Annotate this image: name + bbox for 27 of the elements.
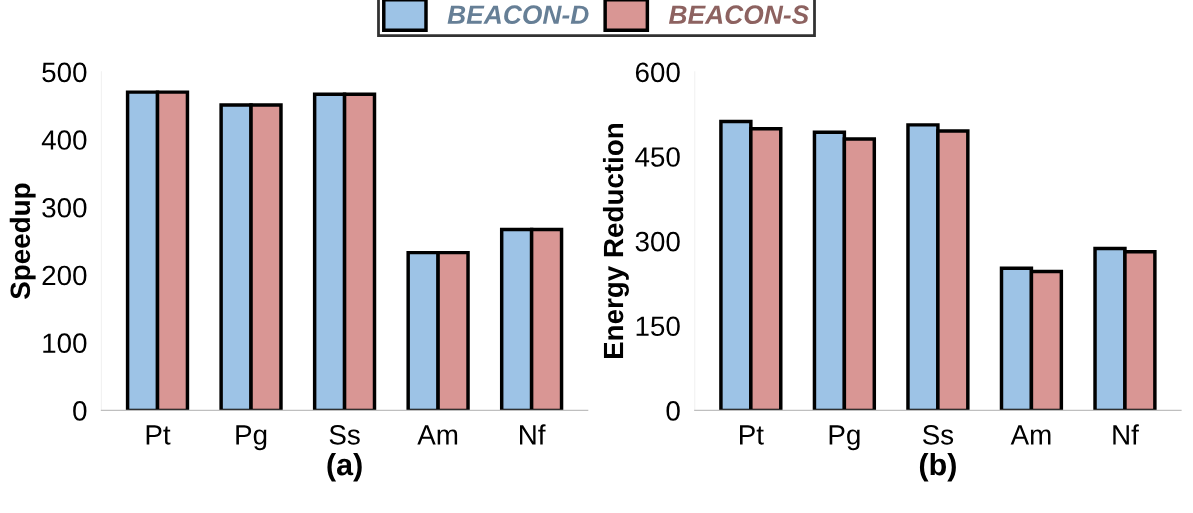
x-tick-label: Ss — [329, 425, 360, 445]
y-tick-label: 150 — [636, 316, 680, 337]
y-axis-title: Energy Reduction — [602, 123, 629, 359]
y-tick-label: 300 — [42, 197, 87, 218]
x-axis-title: (a) — [327, 452, 362, 482]
y-tick-label: 500 — [42, 62, 87, 83]
y-tick-label: 200 — [42, 265, 87, 286]
x-tick-label: Nf — [520, 424, 546, 445]
y-axis-title: Speedup — [9, 183, 36, 299]
x-tick-label: Nf — [1113, 424, 1139, 445]
x-axis-title: (b) — [919, 452, 956, 482]
y-tick-label: 0 — [73, 401, 87, 421]
legend-label: BEACON-S — [668, 5, 809, 25]
y-tick-label: 400 — [41, 130, 87, 150]
x-tick-label: Pg — [236, 425, 267, 451]
x-tick-label: Pt — [146, 425, 171, 445]
y-tick-label: 0 — [666, 401, 680, 421]
y-tick-label: 450 — [635, 147, 680, 167]
legend-label: BEACON-D — [447, 5, 589, 25]
x-tick-label: Pt — [740, 425, 764, 445]
x-tick-label: Pg — [829, 425, 860, 451]
x-tick-label: Am — [1010, 425, 1051, 445]
y-tick-label: 600 — [635, 62, 680, 83]
y-tick-label: 100 — [43, 333, 87, 354]
y-tick-label: 300 — [635, 231, 680, 252]
x-tick-label: Ss — [922, 425, 954, 445]
x-tick-label: Am — [417, 425, 458, 445]
